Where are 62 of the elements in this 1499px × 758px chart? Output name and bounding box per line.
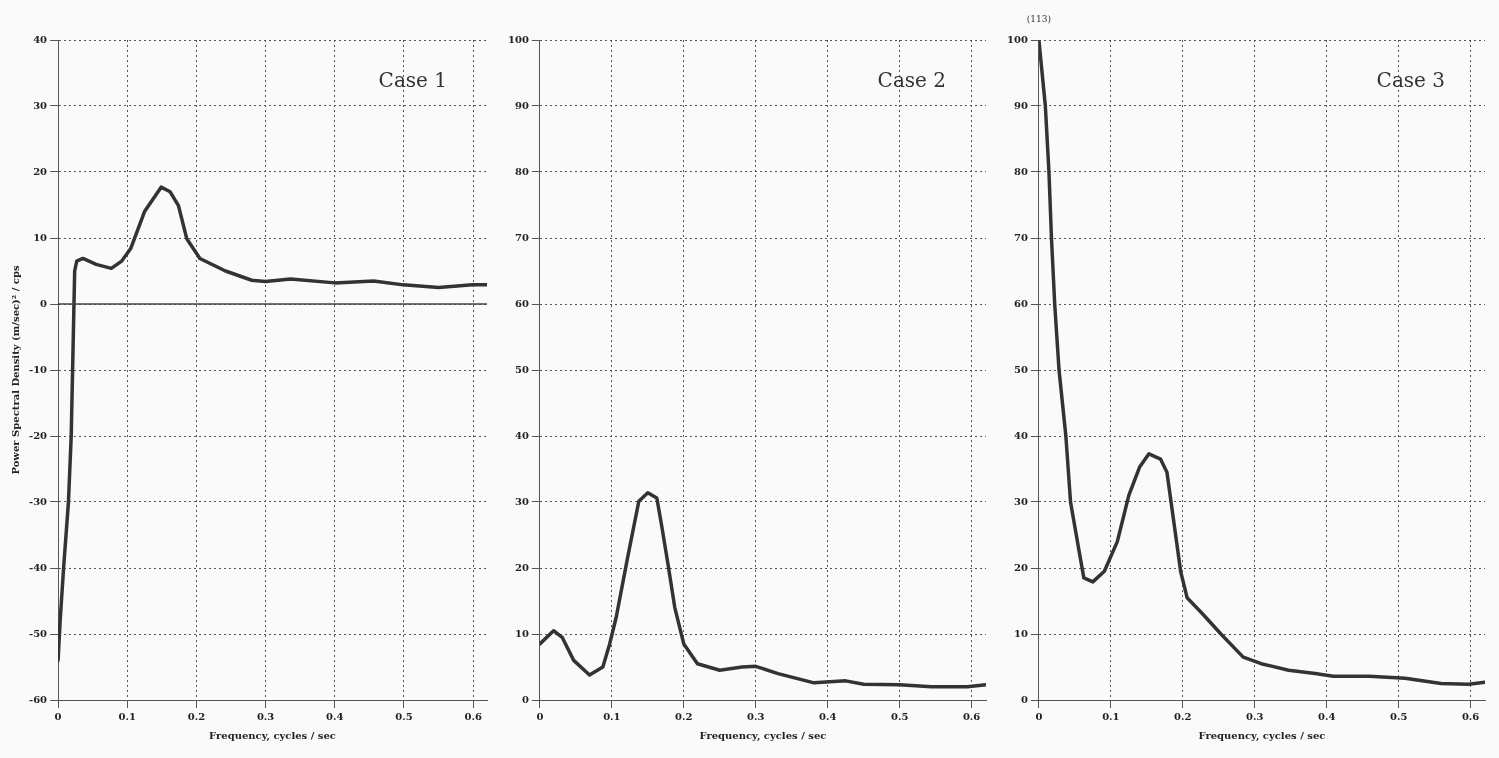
x-tick-label: 0.4 <box>326 710 344 722</box>
y-tick-label: 20 <box>514 561 529 573</box>
y-tick-label: 60 <box>1013 297 1028 309</box>
y-tick-label: 30 <box>1013 495 1028 507</box>
x-tick-label: 0.2 <box>675 710 693 722</box>
annotation: (113) <box>1026 13 1051 24</box>
x-tick-label: 0.6 <box>1461 710 1480 722</box>
x-tick-label: 0 <box>54 710 62 722</box>
y-tick-label: 90 <box>1013 99 1028 111</box>
y-tick-label: -10 <box>28 363 48 375</box>
y-tick-label: 0 <box>40 297 48 309</box>
y-tick-label: 50 <box>514 363 529 375</box>
x-tick-label: 0.5 <box>1389 710 1408 722</box>
x-tick-label: 0 <box>536 710 544 722</box>
y-axis-title: Power Spectral Density (m/sec)² / cps <box>9 265 21 475</box>
annotation: Case 2 <box>877 68 946 93</box>
x-tick-label: 0.2 <box>1174 710 1192 722</box>
x-axis-title: Frequency, cycles / sec <box>209 729 336 742</box>
y-tick-label: 80 <box>1013 165 1028 177</box>
x-tick-label: 0.2 <box>187 710 206 722</box>
y-tick-label: 40 <box>514 429 529 441</box>
y-tick-label: 70 <box>514 231 529 243</box>
y-tick-label: 80 <box>514 165 529 177</box>
y-tick-label: 50 <box>1013 363 1028 375</box>
y-tick-label: 10 <box>33 231 48 243</box>
x-tick-label: 0.3 <box>256 710 275 722</box>
y-tick-label: -30 <box>28 495 48 507</box>
x-axis-title: Frequency, cycles / sec <box>1198 729 1326 742</box>
y-tick-label: 0 <box>521 693 529 705</box>
y-tick-label: 40 <box>1013 429 1028 441</box>
y-tick-label: -60 <box>28 693 48 705</box>
y-tick-label: 100 <box>1007 33 1028 45</box>
y-tick-label: 60 <box>514 297 529 309</box>
y-tick-label: -40 <box>28 561 48 573</box>
y-tick-label: 70 <box>1013 231 1028 243</box>
x-tick-label: 0.6 <box>962 710 981 722</box>
x-tick-label: 0.5 <box>395 710 413 722</box>
y-tick-label: 10 <box>514 627 529 639</box>
y-tick-label: 0 <box>1020 693 1028 705</box>
y-tick-label: 20 <box>33 165 48 177</box>
x-tick-label: 0.3 <box>1246 710 1264 722</box>
y-tick-label: 20 <box>1013 561 1028 573</box>
x-tick-label: 0.4 <box>818 710 837 722</box>
x-tick-label: 0 <box>1035 710 1043 722</box>
x-tick-label: 0.1 <box>118 710 136 722</box>
y-tick-label: -20 <box>28 429 48 441</box>
y-tick-label: 40 <box>33 33 48 45</box>
x-tick-label: 0.3 <box>747 710 765 722</box>
y-tick-label: -50 <box>28 627 48 639</box>
x-axis-title: Frequency, cycles / sec <box>699 729 827 742</box>
y-tick-label: 100 <box>508 33 529 45</box>
y-tick-label: 90 <box>514 99 529 111</box>
annotation: Case 1 <box>378 68 447 93</box>
y-tick-label: 10 <box>1013 627 1028 639</box>
y-tick-label: 30 <box>514 495 529 507</box>
annotation: Case 3 <box>1376 68 1445 93</box>
x-tick-label: 0.1 <box>603 710 621 722</box>
y-tick-label: 30 <box>33 99 48 111</box>
x-tick-label: 0.5 <box>890 710 909 722</box>
x-tick-label: 0.4 <box>1317 710 1336 722</box>
x-tick-label: 0.1 <box>1102 710 1120 722</box>
x-tick-label: 0.6 <box>464 710 482 722</box>
